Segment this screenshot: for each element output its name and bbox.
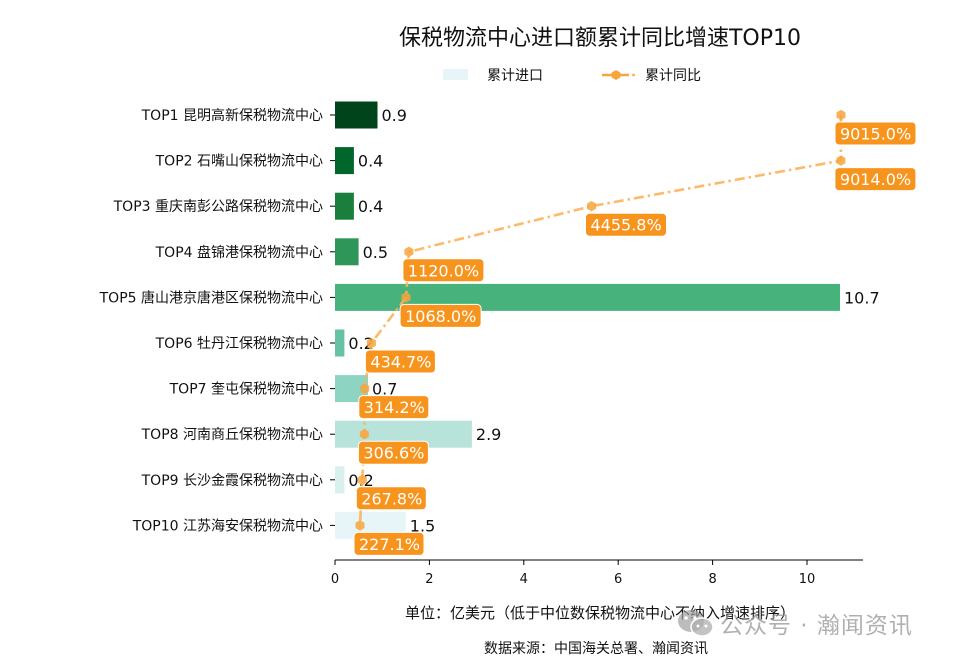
category-label: TOP1 昆明高新保税物流中心: [141, 107, 323, 124]
watermark: 公众号 · 瀚闻资讯: [676, 606, 913, 640]
category-label: TOP5 唐山港京唐港区保税物流中心: [99, 289, 323, 306]
growth-label-box: [358, 395, 430, 420]
legend-label-line: 累计同比: [645, 68, 701, 84]
chart-title: 保税物流中心进口额累计同比增速TOP10: [398, 26, 802, 51]
category-label: TOP6 牡丹江保税物流中心: [155, 336, 323, 352]
legend-label-bar: 累计进口: [487, 68, 543, 84]
growth-label: 4455.8%: [591, 216, 662, 235]
growth-label-box: [355, 486, 427, 511]
growth-label-box: [353, 531, 425, 556]
bar-value-label: 1.5: [410, 516, 435, 535]
bar[interactable]: [335, 466, 345, 494]
growth-label: 306.6%: [363, 444, 424, 463]
growth-label-box: [585, 212, 667, 237]
growth-label-box: [399, 303, 482, 328]
legend-bar-swatch: [443, 69, 468, 80]
hexagon-marker-icon[interactable]: [357, 474, 367, 485]
x-axis: 0 2 4 6 8 10: [331, 559, 863, 587]
category-label: TOP4 盘锦港保税物流中心: [155, 244, 323, 261]
growth-label: 227.1%: [359, 535, 420, 554]
x-tick-label: 0: [331, 572, 339, 587]
growth-label-box: [357, 440, 429, 465]
bar-value-label: 0.7: [372, 380, 397, 399]
hexagon-marker-icon[interactable]: [404, 246, 414, 257]
bar-value-label: 0.4: [358, 152, 383, 171]
growth-label-box: [834, 167, 917, 192]
bar[interactable]: [335, 238, 359, 266]
bar-value-label: 0.9: [382, 106, 407, 125]
growth-label: 267.8%: [361, 489, 422, 508]
hexagon-marker-icon[interactable]: [401, 292, 411, 303]
growth-label: 314.2%: [364, 398, 425, 417]
category-label: TOP9 长沙金霞保税物流中心: [141, 473, 323, 489]
growth-label-box: [402, 258, 485, 283]
growth-label-box: [834, 121, 917, 146]
category-label: TOP10 江苏海安保税物流中心: [132, 518, 323, 534]
growth-label-box: [364, 349, 436, 374]
hexagon-marker-icon[interactable]: [355, 520, 365, 531]
x-tick-label: 8: [708, 572, 716, 587]
hexagon-marker-icon[interactable]: [587, 201, 596, 212]
bar[interactable]: [335, 147, 354, 175]
x-tick-label: 10: [799, 572, 816, 587]
legend-hexagon-marker-icon: [611, 70, 621, 80]
line-series: 9015.0% 9014.0% 4455.8% 1120.0% 1068.0% 434.7…: [353, 109, 917, 556]
wechat-icon: [678, 610, 714, 637]
data-source-note: 数据来源：中国海关总署、瀚闻资讯: [484, 641, 708, 657]
category-label: TOP7 奎屯保税物流中心: [169, 382, 323, 398]
bar-value-label: 0.2: [348, 334, 373, 353]
growth-label: 9014.0%: [840, 170, 911, 189]
growth-label: 434.7%: [370, 353, 431, 372]
bar-value-label: 2.9: [476, 425, 501, 444]
x-tick-label: 4: [520, 572, 528, 587]
watermark-text: 公众号 · 瀚闻资讯: [720, 613, 913, 639]
hexagon-marker-icon[interactable]: [360, 383, 370, 394]
bar[interactable]: [335, 329, 345, 357]
legend: 累计进口 累计同比: [443, 68, 701, 84]
growth-label: 1068.0%: [405, 307, 476, 326]
bar-series: TOP1 昆明高新保税物流中心 0.9 TOP2 石嘴山保税物流中心 0.4 TOP3 …: [99, 101, 880, 539]
x-tick-label: 6: [614, 572, 622, 587]
hexagon-marker-icon[interactable]: [836, 155, 846, 166]
bar-value-label: 0.5: [363, 243, 388, 262]
category-label: TOP8 河南商丘保税物流中心: [141, 427, 323, 443]
growth-label: 1120.0%: [408, 261, 479, 280]
x-tick-label: 2: [425, 572, 433, 587]
bar[interactable]: [335, 192, 354, 220]
hexagon-marker-icon[interactable]: [366, 337, 376, 349]
bar-value-label: 0.4: [358, 197, 383, 216]
hexagon-marker-icon[interactable]: [836, 109, 846, 121]
category-label: TOP2 石嘴山保税物流中心: [155, 154, 323, 170]
category-label: TOP3 重庆南彭公路保税物流中心: [113, 199, 323, 215]
growth-label: 9015.0%: [840, 125, 911, 144]
hexagon-marker-icon[interactable]: [359, 429, 369, 440]
bar-value-label: 10.7: [844, 288, 880, 307]
bar[interactable]: [335, 101, 378, 129]
